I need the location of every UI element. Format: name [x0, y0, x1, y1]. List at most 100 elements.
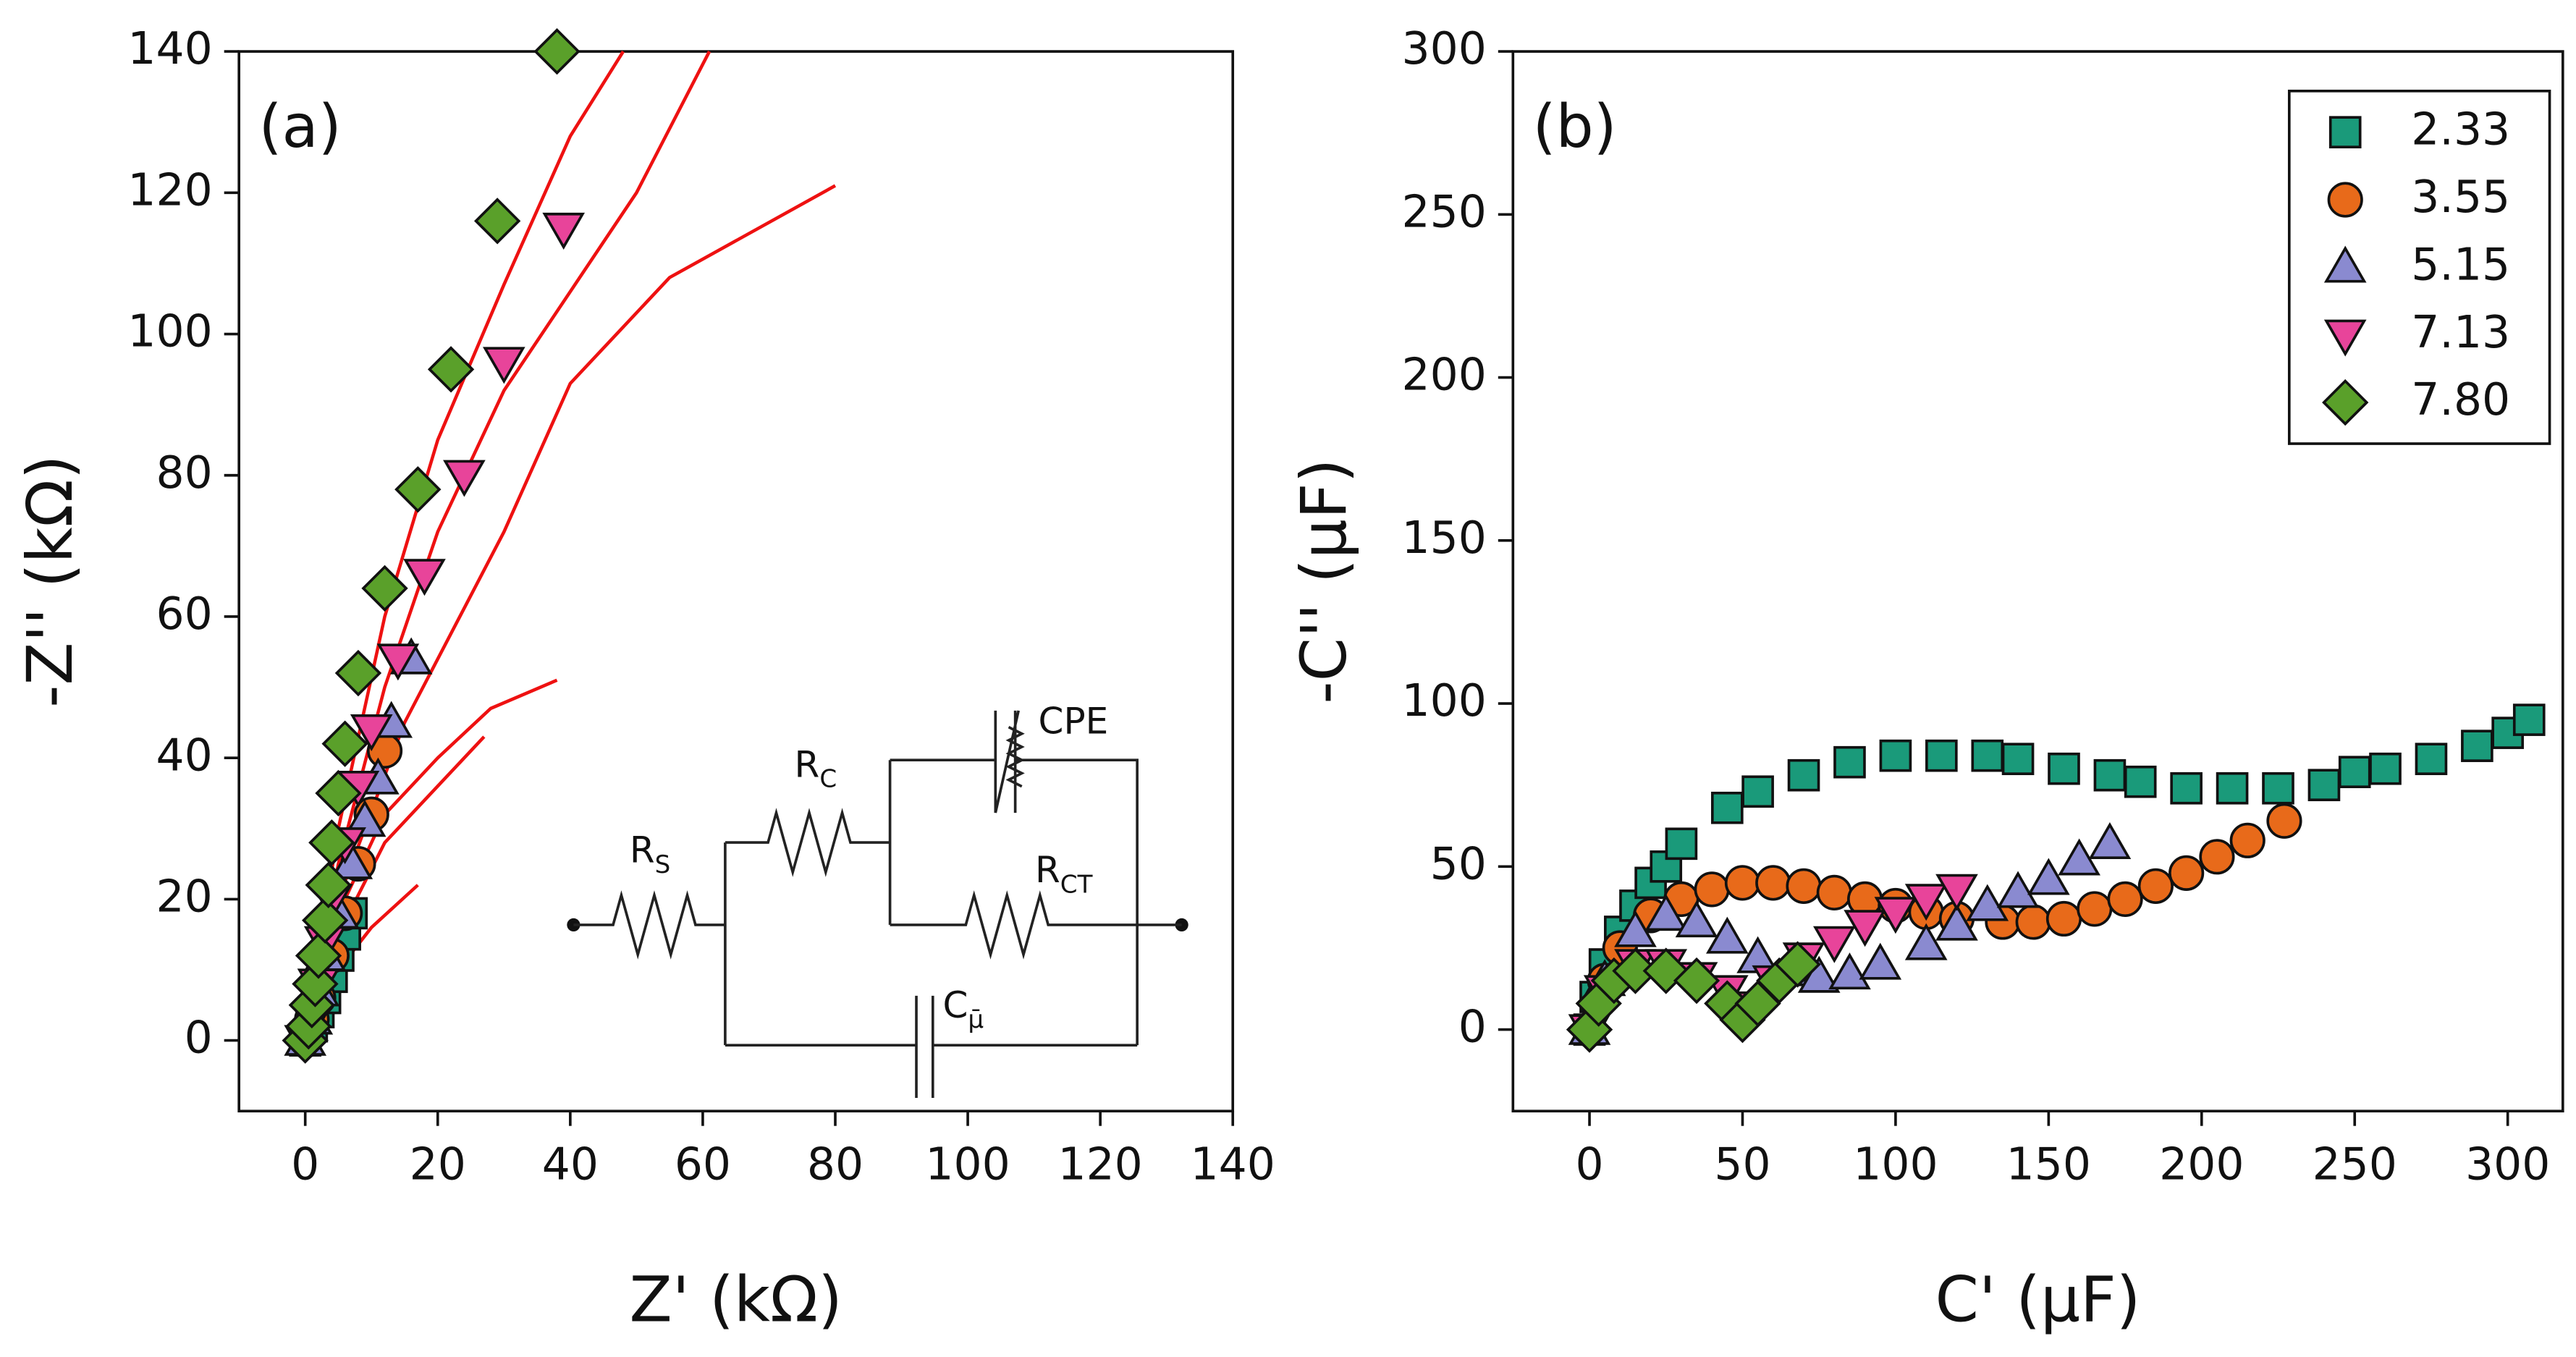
marker: [308, 819, 355, 866]
marker: [1859, 942, 1902, 980]
circuit-label: RS: [630, 829, 670, 879]
marker: [1935, 874, 1978, 911]
marker: [2323, 245, 2367, 283]
x-axis-label: C' (μF): [1935, 1264, 2141, 1337]
circuit-label: CPE: [1039, 701, 1109, 743]
x-tick-label: 100: [1853, 1139, 1938, 1191]
legend-label: 3.55: [2411, 172, 2510, 223]
marker: [2088, 821, 2132, 859]
marker: [1996, 871, 2040, 908]
marker: [1711, 791, 1744, 824]
marker: [1673, 957, 1720, 1005]
x-axis-label: Z' (kΩ): [630, 1264, 843, 1337]
plot-frame: [1511, 50, 2564, 1113]
marker: [315, 769, 362, 817]
marker: [1741, 775, 1774, 808]
x-tick-label: 40: [542, 1139, 599, 1191]
y-tick-label: 150: [1402, 512, 1487, 564]
marker: [1612, 947, 1659, 994]
marker: [403, 559, 446, 596]
label-sub: CT: [1060, 870, 1093, 899]
panel-label: (a): [258, 93, 341, 161]
marker: [2338, 756, 2371, 789]
marker: [1844, 910, 1886, 947]
y-tick-label: 20: [156, 871, 213, 922]
y-tick-label: 100: [127, 306, 212, 358]
cpe: [890, 710, 1139, 1046]
label-sub: S: [655, 850, 671, 879]
terminal: [567, 918, 580, 932]
y-axis-label: -Z'' (kΩ): [14, 455, 87, 708]
x-tick-label: 300: [2465, 1139, 2550, 1191]
marker: [2027, 858, 2070, 895]
marker: [1813, 926, 1856, 963]
marker: [2077, 891, 2113, 927]
circuit-label: Cμ̄: [942, 984, 984, 1033]
x-tick-label: 120: [1057, 1139, 1142, 1191]
marker: [2045, 900, 2082, 937]
x-tick-label: 0: [1575, 1139, 1603, 1191]
marker: [542, 212, 586, 250]
y-tick-label: 120: [127, 164, 212, 216]
y-tick-label: 60: [156, 588, 213, 640]
marker: [334, 649, 382, 697]
y-tick-label: 50: [1430, 838, 1487, 889]
marker: [2170, 771, 2203, 805]
marker: [1925, 739, 1958, 772]
marker: [321, 720, 368, 767]
marker: [376, 643, 420, 681]
marker: [2199, 839, 2235, 875]
marker: [1724, 865, 1761, 901]
marker: [1675, 900, 1718, 938]
marker: [2266, 803, 2302, 839]
marker: [1774, 941, 1821, 988]
x-tick-label: 20: [410, 1139, 466, 1191]
marker: [1966, 884, 2009, 921]
y-tick-label: 0: [185, 1013, 213, 1064]
marker: [2415, 743, 2448, 775]
x-tick-label: 250: [2313, 1139, 2397, 1191]
legend-label: 2.33: [2411, 104, 2510, 156]
x-tick-label: 80: [807, 1139, 863, 1191]
x-tick-label: 140: [1191, 1139, 1275, 1191]
marker: [2107, 881, 2143, 917]
resistor-rs: [573, 842, 727, 1046]
marker: [1874, 897, 1917, 934]
x-tick-label: 60: [675, 1139, 731, 1191]
marker: [2001, 743, 2035, 775]
marker: [2169, 855, 2205, 891]
plot-frame: [237, 50, 1235, 1113]
legend-label: 7.80: [2411, 374, 2510, 426]
resistor-rct: [890, 890, 1182, 960]
x-tick-label: 100: [925, 1139, 1010, 1191]
marker: [2327, 182, 2363, 218]
marker: [292, 960, 339, 1007]
marker: [330, 842, 373, 879]
label-sub: C: [819, 764, 837, 793]
label-main: R: [630, 829, 655, 871]
marker: [1828, 952, 1871, 990]
legend-frame: [2287, 89, 2551, 445]
marker: [2048, 752, 2080, 785]
marker: [427, 346, 475, 393]
marker: [1971, 739, 2004, 772]
y-tick-label: 40: [156, 730, 213, 781]
marker: [2015, 904, 2051, 940]
marker: [2124, 765, 2157, 798]
marker: [2512, 703, 2546, 736]
marker: [1816, 874, 1852, 910]
marker: [482, 347, 525, 384]
marker: [2322, 379, 2369, 426]
marker: [443, 460, 486, 497]
marker: [350, 714, 393, 751]
marker: [2328, 116, 2362, 148]
resistor-rc: [725, 760, 892, 925]
marker: [1694, 871, 1730, 908]
marker: [2229, 822, 2265, 858]
x-tick-label: 150: [2006, 1139, 2091, 1191]
marker: [301, 897, 349, 944]
marker: [394, 466, 442, 513]
circuit-label: RC: [795, 743, 837, 793]
marker: [2461, 730, 2493, 762]
